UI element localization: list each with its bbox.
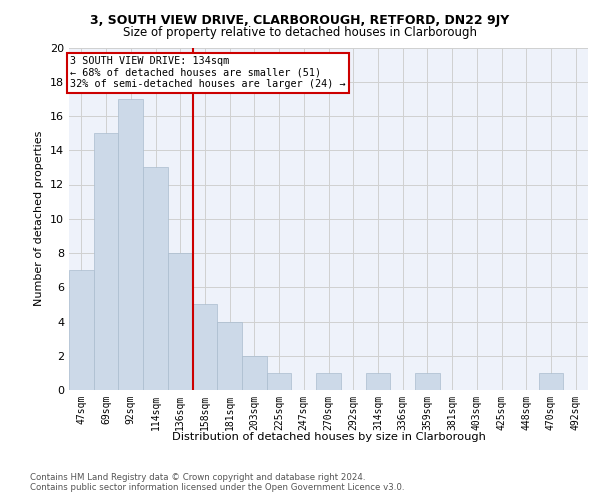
Bar: [193, 304, 217, 390]
Text: 3 SOUTH VIEW DRIVE: 134sqm
← 68% of detached houses are smaller (51)
32% of semi: 3 SOUTH VIEW DRIVE: 134sqm ← 68% of deta…: [70, 56, 346, 90]
Bar: [242, 356, 267, 390]
Bar: [539, 373, 563, 390]
Bar: [415, 373, 440, 390]
Y-axis label: Number of detached properties: Number of detached properties: [34, 131, 44, 306]
Text: Size of property relative to detached houses in Clarborough: Size of property relative to detached ho…: [123, 26, 477, 39]
Bar: [217, 322, 242, 390]
Bar: [69, 270, 94, 390]
Text: Contains public sector information licensed under the Open Government Licence v3: Contains public sector information licen…: [30, 484, 404, 492]
Bar: [94, 133, 118, 390]
Bar: [267, 373, 292, 390]
Bar: [143, 168, 168, 390]
Text: 3, SOUTH VIEW DRIVE, CLARBOROUGH, RETFORD, DN22 9JY: 3, SOUTH VIEW DRIVE, CLARBOROUGH, RETFOR…: [91, 14, 509, 27]
Bar: [316, 373, 341, 390]
Text: Contains HM Land Registry data © Crown copyright and database right 2024.: Contains HM Land Registry data © Crown c…: [30, 472, 365, 482]
Text: Distribution of detached houses by size in Clarborough: Distribution of detached houses by size …: [172, 432, 486, 442]
Bar: [168, 253, 193, 390]
Bar: [118, 99, 143, 390]
Bar: [365, 373, 390, 390]
